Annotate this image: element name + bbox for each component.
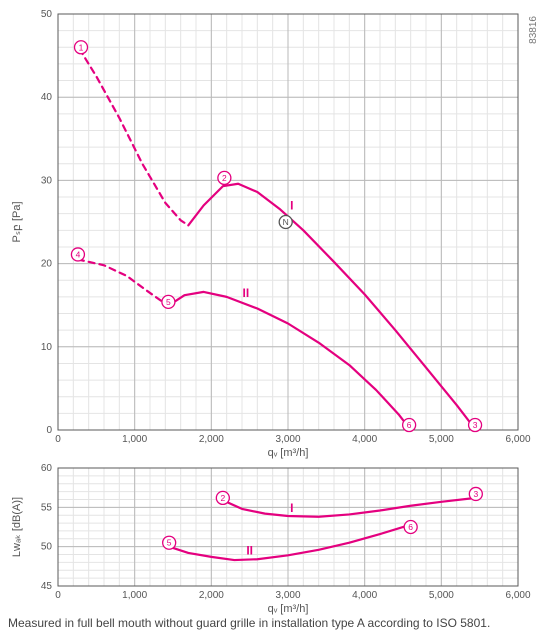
svg-text:Pₛբ [Pa]: Pₛբ [Pa] <box>11 201 23 242</box>
svg-text:0: 0 <box>46 425 52 436</box>
svg-text:qᵥ [m³/h]: qᵥ [m³/h] <box>268 447 309 459</box>
svg-text:55: 55 <box>41 502 53 513</box>
svg-text:0: 0 <box>55 590 61 601</box>
svg-text:qᵥ [m³/h]: qᵥ [m³/h] <box>268 603 309 615</box>
svg-text:II: II <box>246 544 253 558</box>
svg-text:40: 40 <box>41 92 53 103</box>
svg-text:N: N <box>283 217 289 227</box>
svg-text:60: 60 <box>41 463 53 474</box>
svg-text:20: 20 <box>41 259 53 270</box>
svg-text:2,000: 2,000 <box>199 434 224 445</box>
svg-text:5: 5 <box>166 297 171 307</box>
svg-text:30: 30 <box>41 175 53 186</box>
svg-text:1,000: 1,000 <box>122 434 147 445</box>
svg-text:4,000: 4,000 <box>352 434 377 445</box>
svg-text:I: I <box>290 199 293 213</box>
svg-text:4: 4 <box>76 249 81 259</box>
side-code: 83816 <box>528 16 539 44</box>
svg-text:0: 0 <box>55 434 61 445</box>
svg-text:1,000: 1,000 <box>122 590 147 601</box>
svg-text:2,000: 2,000 <box>199 590 224 601</box>
svg-text:2: 2 <box>222 173 227 183</box>
svg-text:3,000: 3,000 <box>275 590 300 601</box>
svg-text:I: I <box>290 501 293 515</box>
svg-text:3: 3 <box>473 489 478 499</box>
svg-text:5: 5 <box>167 538 172 548</box>
svg-text:6,000: 6,000 <box>505 590 530 601</box>
svg-text:5,000: 5,000 <box>429 590 454 601</box>
svg-text:6: 6 <box>408 522 413 532</box>
svg-text:4,000: 4,000 <box>352 590 377 601</box>
svg-text:10: 10 <box>41 342 53 353</box>
svg-text:2: 2 <box>220 493 225 503</box>
svg-text:Lᴡₐₖ [dB(A)]: Lᴡₐₖ [dB(A)] <box>11 497 23 557</box>
caption: Measured in full bell mouth without guar… <box>8 616 535 630</box>
svg-text:50: 50 <box>41 9 53 20</box>
svg-text:45: 45 <box>41 581 53 592</box>
svg-text:5,000: 5,000 <box>429 434 454 445</box>
svg-text:II: II <box>242 286 249 300</box>
chart-canvas: 01,0002,0003,0004,0005,0006,000010203040… <box>0 0 541 634</box>
svg-text:6,000: 6,000 <box>505 434 530 445</box>
svg-text:3,000: 3,000 <box>275 434 300 445</box>
svg-text:3: 3 <box>473 420 478 430</box>
svg-text:1: 1 <box>79 42 84 52</box>
svg-text:50: 50 <box>41 542 53 553</box>
svg-text:6: 6 <box>407 420 412 430</box>
chart-page: 01,0002,0003,0004,0005,0006,000010203040… <box>0 0 541 634</box>
